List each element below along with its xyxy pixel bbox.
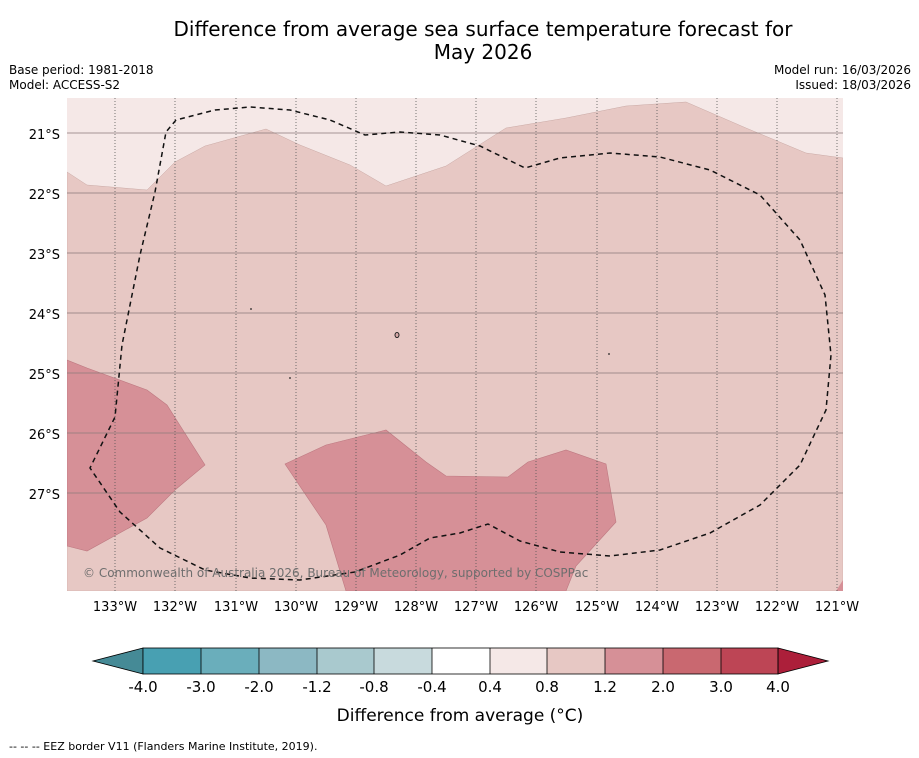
lon-label-122w: 122°W: [755, 600, 799, 615]
lat-label-24s: 24°S: [29, 308, 60, 323]
cb-tick-11: 4.0: [766, 678, 790, 696]
band-dark-south: [284, 429, 617, 591]
chart-title: Difference from average sea surface temp…: [0, 18, 919, 64]
lat-label-23s: 23°S: [29, 248, 60, 263]
cb-tick-2: -2.0: [244, 678, 273, 696]
colorbar-seg-7: [490, 648, 547, 674]
lat-label-21s: 21°S: [29, 128, 60, 143]
title-line-2: May 2026: [433, 40, 533, 64]
colorbar-seg-1: [143, 648, 201, 674]
island-ducie: [608, 353, 610, 355]
title-line-1: Difference from average sea surface temp…: [173, 17, 793, 41]
colorbar-ticks: -4.0 -3.0 -2.0 -1.2 -0.8 -0.4 0.4 0.8 1.…: [128, 678, 790, 696]
islands: [250, 308, 610, 379]
lat-label-27s: 27°S: [29, 488, 60, 503]
lon-label-132w: 132°W: [153, 600, 197, 615]
cb-tick-10: 3.0: [709, 678, 733, 696]
colorbar-seg-2: [201, 648, 259, 674]
cb-tick-0: -4.0: [128, 678, 157, 696]
issued-date: Issued: 18/03/2026: [795, 78, 911, 92]
lon-label-127w: 127°W: [454, 600, 498, 615]
island-henderson: [394, 332, 400, 338]
colorbar-seg-5: [374, 648, 432, 674]
colorbar-label: Difference from average (°C): [337, 706, 584, 726]
cb-tick-6: 0.4: [478, 678, 502, 696]
colorbar-seg-6: [432, 648, 490, 674]
lon-label-125w: 125°W: [575, 600, 619, 615]
grid-lines: [67, 98, 843, 591]
colorbar-extend-high: [777, 647, 830, 675]
lon-label-130w: 130°W: [274, 600, 318, 615]
colorbar-seg-8: [547, 648, 605, 674]
eez-footnote: -- -- -- EEZ border V11 (Flanders Marine…: [9, 740, 318, 753]
meta-right: Model run: 16/03/2026 Issued: 18/03/2026: [774, 63, 911, 93]
lon-label-126w: 126°W: [514, 600, 558, 615]
band-dark-west: [67, 359, 206, 552]
lon-label-129w: 129°W: [334, 600, 378, 615]
cb-tick-1: -3.0: [186, 678, 215, 696]
band-dark-east: [836, 580, 843, 591]
eez-border: [89, 106, 832, 581]
cb-tick-4: -0.8: [359, 678, 388, 696]
lat-label-26s: 26°S: [29, 428, 60, 443]
colorbar: [91, 647, 830, 675]
island-oeno: [250, 308, 252, 310]
lon-label-124w: 124°W: [635, 600, 679, 615]
cb-tick-7: 0.8: [535, 678, 559, 696]
cb-tick-3: -1.2: [302, 678, 331, 696]
lon-labels: 133°W 132°W 131°W 130°W 129°W 128°W 127°…: [93, 600, 859, 615]
cb-tick-5: -0.4: [417, 678, 446, 696]
cb-tick-9: 2.0: [651, 678, 675, 696]
meta-left: Base period: 1981-2018 Model: ACCESS-S2: [9, 63, 154, 93]
cb-tick-8: 1.2: [593, 678, 617, 696]
colorbar-seg-3: [259, 648, 317, 674]
lon-label-128w: 128°W: [394, 600, 438, 615]
colorbar-dividers: [200, 648, 722, 674]
base-period: Base period: 1981-2018: [9, 63, 154, 77]
lat-label-25s: 25°S: [29, 368, 60, 383]
island-pitcairn: [289, 377, 291, 379]
lat-labels: 21°S 22°S 23°S 24°S 25°S 26°S 27°S: [29, 128, 60, 503]
map-area: © Commonwealth of Australia 2026, Bureau…: [67, 98, 843, 591]
colorbar-seg-4: [317, 648, 374, 674]
lon-label-121w: 121°W: [815, 600, 859, 615]
colorbar-seg-9: [605, 648, 663, 674]
lon-label-133w: 133°W: [93, 600, 137, 615]
lon-label-123w: 123°W: [695, 600, 739, 615]
colorbar-frame: [142, 647, 779, 675]
colorbar-extend-low: [91, 647, 144, 675]
lon-label-131w: 131°W: [214, 600, 258, 615]
model-name: Model: ACCESS-S2: [9, 78, 121, 92]
lat-label-22s: 22°S: [29, 188, 60, 203]
copyright-text: © Commonwealth of Australia 2026, Bureau…: [83, 566, 588, 580]
colorbar-seg-10: [663, 648, 721, 674]
colorbar-seg-11: [721, 648, 778, 674]
model-run: Model run: 16/03/2026: [773, 63, 911, 77]
